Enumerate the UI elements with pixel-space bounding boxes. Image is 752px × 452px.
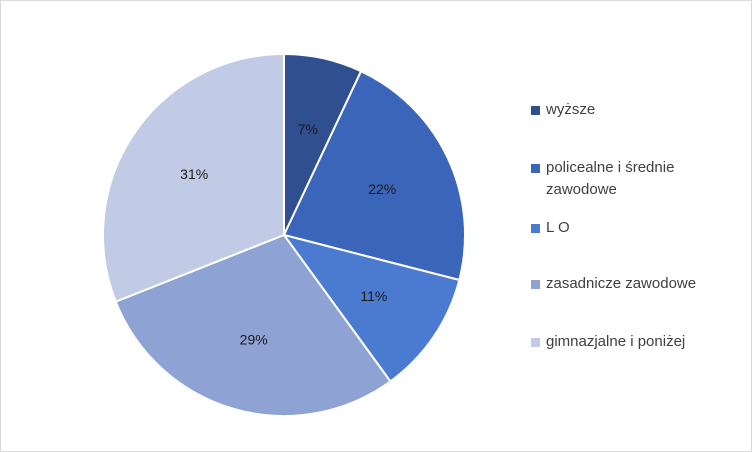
data-label-1: 7% (298, 121, 318, 137)
legend-swatch (531, 164, 540, 173)
legend-swatch (531, 280, 540, 289)
legend-label: zasadnicze zawodowe (546, 275, 697, 292)
legend-swatch (531, 106, 540, 115)
legend-swatch (531, 338, 540, 347)
legend-label: wyższe (546, 101, 596, 118)
legend-item-1: wyższe (531, 99, 726, 121)
legend-item-3: L O (531, 217, 726, 239)
data-label-2: 22% (368, 181, 396, 197)
pie-slice-5 (102, 52, 285, 303)
legend-item-2: policealne i średnie zawodowe (531, 157, 726, 201)
pie-slice-4 (114, 233, 392, 417)
legend-item-5: gimnazjalne i poniżej (531, 331, 726, 353)
legend-label: policealne i średnie zawodowe (546, 159, 675, 198)
data-label-5: 31% (180, 166, 208, 182)
data-label-4: 29% (240, 331, 268, 347)
pie-slice-3 (281, 233, 461, 383)
legend-label: L O (546, 219, 570, 236)
pie-slice-2 (282, 69, 466, 282)
data-label-3: 11% (360, 288, 387, 304)
legend-label: gimnazjalne i poniżej (546, 333, 686, 350)
legend-item-4: zasadnicze zawodowe (531, 273, 726, 295)
legend-swatch (531, 224, 540, 233)
